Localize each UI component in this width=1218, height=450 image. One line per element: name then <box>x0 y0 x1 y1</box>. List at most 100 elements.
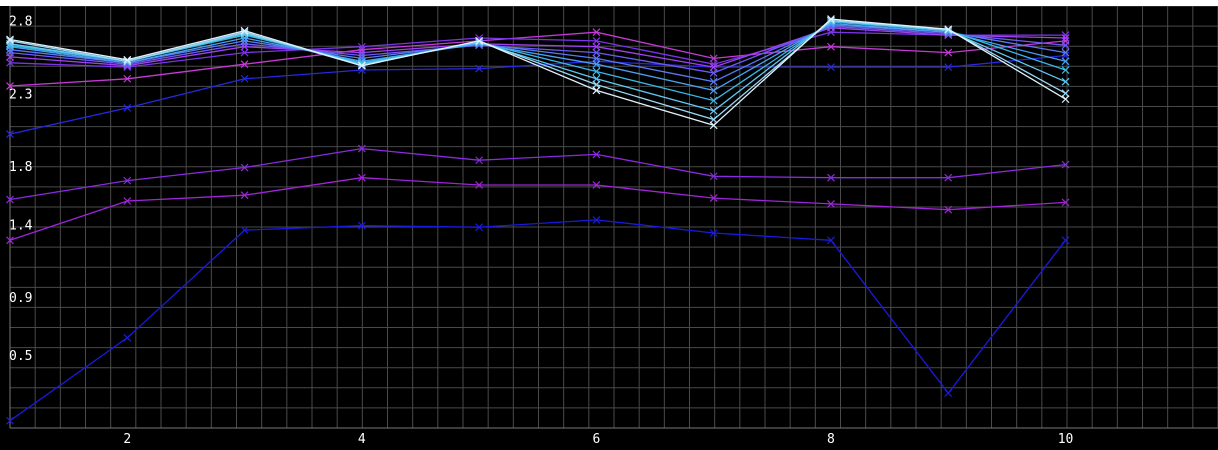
data-point-marker <box>6 58 14 67</box>
data-point-marker <box>709 121 718 130</box>
data-point-marker <box>240 60 249 69</box>
data-point-marker <box>709 194 718 203</box>
data-point-marker <box>709 115 718 124</box>
data-point-marker <box>827 236 835 245</box>
data-point-marker <box>357 42 366 51</box>
data-point-marker <box>357 60 366 69</box>
y-tick-label: 0.5 <box>9 349 32 364</box>
data-point-marker <box>357 144 366 153</box>
data-point-marker <box>475 38 484 47</box>
line-chart: 2 4 6 8 10 0.5 0.9 1.4 1.8 2.3 2.8 <box>0 6 1218 450</box>
data-point-marker <box>1061 77 1070 86</box>
data-point-marker <box>592 36 601 45</box>
data-point-marker <box>1061 198 1070 207</box>
x-tick-label: 6 <box>592 432 600 447</box>
series-line-7 <box>9 27 1066 68</box>
data-point-marker <box>944 63 953 72</box>
data-point-marker <box>357 221 366 230</box>
data-point-marker <box>475 223 484 232</box>
data-point-marker <box>592 215 601 224</box>
x-tick-label: 2 <box>123 432 131 447</box>
data-point-marker <box>1061 160 1070 169</box>
data-point-marker <box>709 96 718 105</box>
data-point-marker <box>592 42 601 51</box>
data-point-marker <box>1061 236 1070 245</box>
data-point-marker <box>475 181 484 189</box>
series-line-6 <box>9 31 1066 68</box>
data-point-marker <box>357 61 366 70</box>
series-line-5 <box>9 31 1066 87</box>
series-line-3 <box>9 147 1066 201</box>
data-point-marker <box>6 35 14 44</box>
x-tick-label: 10 <box>1058 432 1074 447</box>
data-point-marker <box>592 86 601 95</box>
data-point-marker <box>1061 51 1070 60</box>
data-point-marker <box>357 173 366 182</box>
data-point-marker <box>1061 95 1070 104</box>
data-point-marker <box>827 16 835 25</box>
data-point-marker <box>944 205 953 214</box>
data-point-marker <box>592 67 601 76</box>
data-point-marker <box>240 226 249 235</box>
y-tick-label: 0.9 <box>9 291 32 306</box>
y-tick-label: 1.4 <box>9 218 33 233</box>
data-point-marker <box>6 195 14 204</box>
y-tick-label: 2.8 <box>9 15 32 30</box>
data-point-marker <box>709 229 718 237</box>
data-point-marker <box>475 64 484 73</box>
data-point-marker <box>709 54 718 63</box>
data-point-marker <box>1061 89 1070 98</box>
data-point-marker <box>240 74 249 83</box>
data-point-marker <box>475 36 484 45</box>
data-point-marker <box>709 77 718 86</box>
data-point-marker <box>6 82 14 90</box>
data-point-marker <box>944 25 953 34</box>
data-point-marker <box>123 333 132 342</box>
data-point-marker <box>827 42 835 51</box>
data-point-marker <box>944 389 953 398</box>
data-point-marker <box>240 26 249 35</box>
data-point-marker <box>6 236 14 245</box>
data-point-marker <box>6 416 14 425</box>
data-point-marker <box>592 28 601 37</box>
data-point-marker <box>123 197 132 205</box>
data-point-marker <box>827 199 835 208</box>
series-line-2 <box>9 177 1066 241</box>
series-line-10 <box>9 22 1066 92</box>
data-point-marker <box>592 74 601 83</box>
data-point-marker <box>240 28 249 37</box>
series-line-12 <box>9 19 1066 112</box>
data-point-marker <box>6 130 14 138</box>
data-point-marker <box>944 26 953 35</box>
series-line-11 <box>9 21 1066 102</box>
data-point-marker <box>1061 57 1070 66</box>
data-point-marker <box>123 176 132 185</box>
data-point-marker <box>709 69 718 77</box>
data-point-marker <box>240 48 249 57</box>
data-point-marker <box>1061 34 1070 42</box>
data-point-marker <box>709 172 718 181</box>
data-point-marker <box>123 74 132 83</box>
data-point-marker <box>827 63 835 72</box>
data-point-marker <box>123 55 132 64</box>
data-point-marker <box>944 48 953 57</box>
series-line-14 <box>9 18 1066 127</box>
data-point-marker <box>592 54 601 63</box>
series-line-9 <box>9 24 1066 83</box>
data-point-marker <box>592 80 601 89</box>
data-point-marker <box>592 60 601 69</box>
series-line-13 <box>9 19 1066 121</box>
data-point-marker <box>475 156 484 165</box>
data-point-marker <box>6 36 14 45</box>
series-line-1 <box>9 219 1067 422</box>
series-line-8 <box>9 25 1066 74</box>
data-point-marker <box>709 63 718 72</box>
y-tick-label: 2.3 <box>9 87 32 102</box>
data-point-marker <box>944 173 953 182</box>
y-tick-label: 1.8 <box>9 160 32 175</box>
data-point-marker <box>827 15 835 24</box>
data-point-marker <box>1061 41 1070 50</box>
data-point-marker <box>592 150 601 159</box>
data-point-marker <box>240 163 249 172</box>
x-tick-label: 4 <box>358 432 366 447</box>
